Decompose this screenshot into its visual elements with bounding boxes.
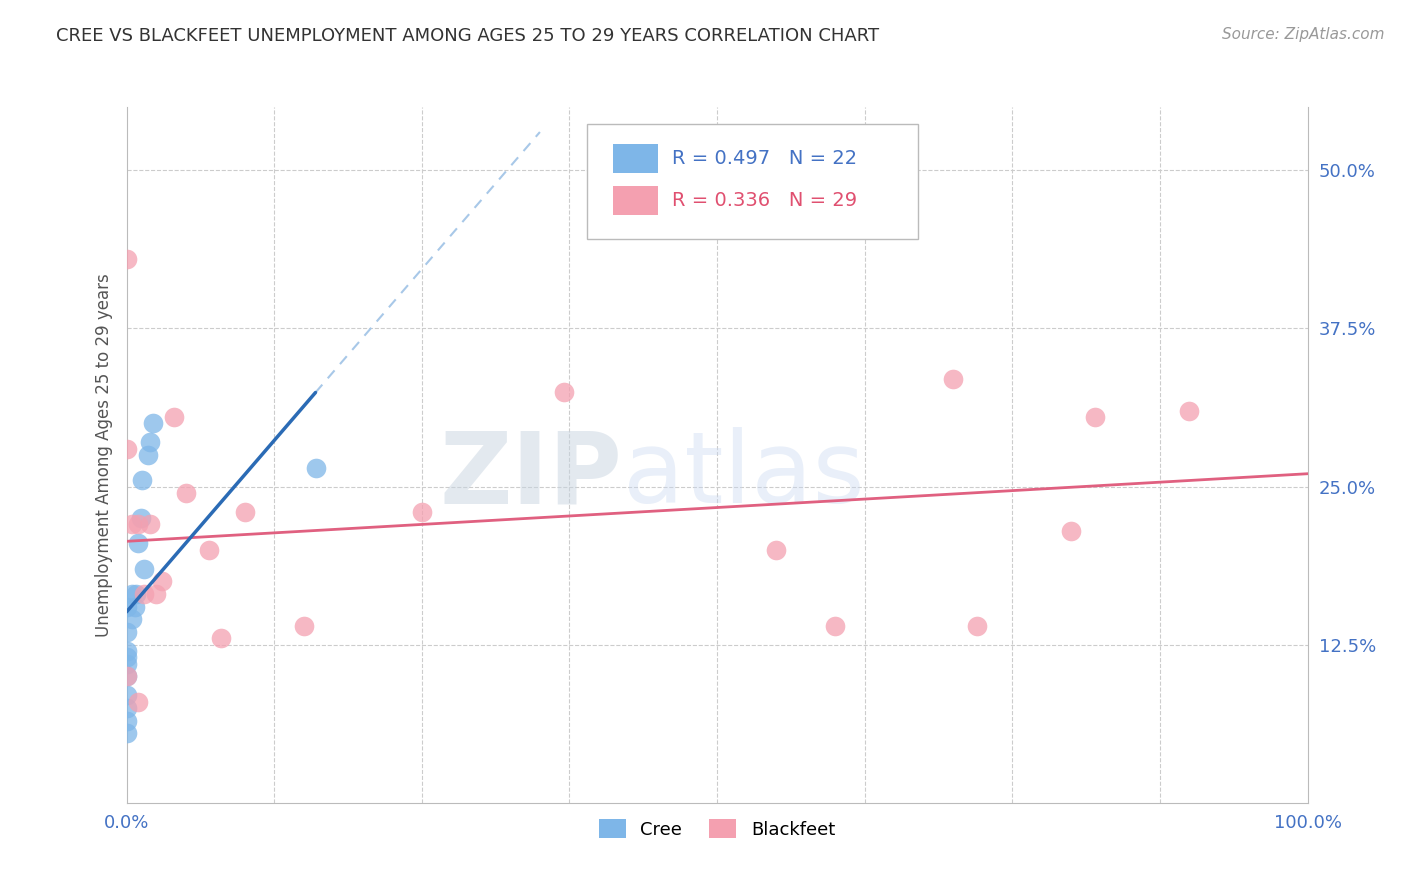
- Point: [553, 384, 575, 399]
- Point: [134, 562, 156, 576]
- Point: [125, 587, 148, 601]
- Point: [304, 460, 326, 475]
- Text: Source: ZipAtlas.com: Source: ZipAtlas.com: [1222, 27, 1385, 42]
- Point: [1084, 409, 1107, 424]
- FancyBboxPatch shape: [588, 125, 918, 239]
- Point: [115, 669, 138, 683]
- Point: [115, 650, 138, 665]
- Point: [127, 517, 149, 532]
- Point: [163, 409, 186, 424]
- Point: [121, 612, 143, 626]
- Point: [150, 574, 173, 589]
- Point: [115, 657, 138, 671]
- Text: R = 0.336   N = 29: R = 0.336 N = 29: [672, 191, 858, 210]
- Y-axis label: Unemployment Among Ages 25 to 29 years: Unemployment Among Ages 25 to 29 years: [94, 273, 112, 637]
- Point: [115, 669, 138, 683]
- Legend: Cree, Blackfeet: Cree, Blackfeet: [592, 812, 842, 846]
- Point: [134, 587, 156, 601]
- Text: R = 0.497   N = 22: R = 0.497 N = 22: [672, 149, 858, 168]
- Point: [115, 701, 138, 715]
- Text: ZIP: ZIP: [440, 427, 623, 524]
- Text: CREE VS BLACKFEET UNEMPLOYMENT AMONG AGES 25 TO 29 YEARS CORRELATION CHART: CREE VS BLACKFEET UNEMPLOYMENT AMONG AGE…: [56, 27, 879, 45]
- Point: [942, 372, 965, 386]
- Point: [765, 542, 787, 557]
- Point: [115, 599, 138, 614]
- Point: [124, 599, 146, 614]
- Point: [115, 252, 138, 266]
- Point: [145, 587, 167, 601]
- Point: [1060, 524, 1083, 538]
- Point: [131, 473, 153, 487]
- Point: [139, 435, 162, 450]
- Point: [209, 632, 232, 646]
- Point: [121, 587, 143, 601]
- Point: [411, 505, 433, 519]
- Point: [824, 618, 846, 632]
- Bar: [613, 144, 658, 173]
- Point: [115, 442, 138, 456]
- Point: [115, 726, 138, 740]
- Point: [115, 625, 138, 640]
- Point: [115, 714, 138, 728]
- Point: [136, 448, 159, 462]
- Point: [198, 542, 221, 557]
- Point: [115, 644, 138, 658]
- Point: [1178, 403, 1201, 417]
- Point: [174, 486, 197, 500]
- Point: [141, 417, 163, 431]
- Point: [966, 618, 988, 632]
- Bar: [613, 186, 658, 215]
- Point: [121, 517, 143, 532]
- Point: [127, 695, 149, 709]
- Text: atlas: atlas: [623, 427, 865, 524]
- Point: [233, 505, 256, 519]
- Point: [292, 618, 315, 632]
- Point: [115, 688, 138, 702]
- Point: [127, 536, 149, 550]
- Point: [139, 517, 162, 532]
- Point: [129, 511, 152, 525]
